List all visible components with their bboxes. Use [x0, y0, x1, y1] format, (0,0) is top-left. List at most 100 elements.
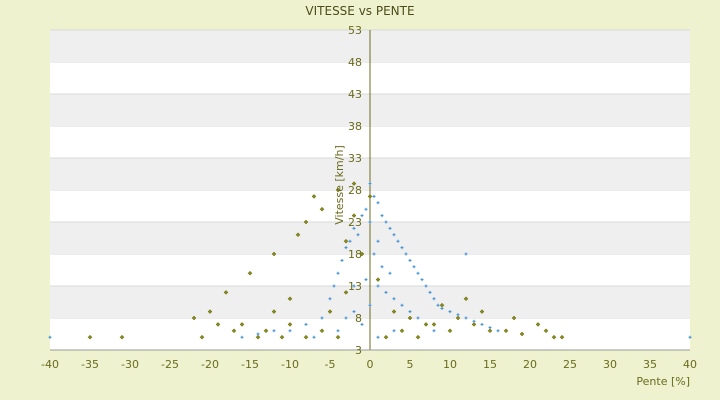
x-tick-label: -35 — [81, 358, 99, 371]
data-point — [423, 322, 429, 327]
data-point — [428, 290, 432, 294]
data-point — [380, 265, 384, 269]
data-point — [376, 201, 380, 205]
data-point — [343, 238, 349, 244]
data-point — [376, 335, 380, 339]
y-tick-label: 38 — [348, 120, 362, 133]
data-point — [319, 328, 325, 334]
data-point — [367, 194, 373, 199]
data-point — [311, 194, 317, 199]
x-tick-label: 40 — [683, 358, 697, 371]
data-point — [424, 284, 428, 288]
data-point — [340, 258, 344, 262]
y-tick-label: 13 — [348, 280, 362, 293]
data-point — [368, 182, 372, 186]
data-point — [400, 303, 404, 307]
data-point — [447, 328, 453, 334]
x-tick-label: -20 — [201, 358, 219, 371]
data-point — [463, 296, 469, 302]
data-point — [416, 271, 420, 275]
y-tick-label: 8 — [355, 312, 362, 325]
data-point — [480, 322, 484, 326]
data-point — [391, 309, 397, 314]
x-tick-label: 35 — [643, 358, 657, 371]
data-point — [295, 232, 301, 238]
data-point — [376, 239, 380, 243]
data-point — [332, 284, 336, 288]
data-point — [392, 233, 396, 237]
x-axis-label: Pente [%] — [636, 375, 690, 388]
data-point — [303, 219, 309, 225]
data-point — [392, 297, 396, 301]
data-point — [416, 316, 420, 320]
data-point — [396, 239, 400, 243]
data-point — [279, 334, 285, 340]
data-point — [375, 277, 381, 282]
data-point — [191, 315, 197, 321]
data-point — [87, 334, 93, 340]
data-point — [343, 290, 349, 295]
data-point — [380, 214, 384, 218]
data-point — [271, 309, 277, 314]
data-point — [320, 316, 324, 320]
x-tick-label: 5 — [407, 358, 414, 371]
data-point — [335, 334, 341, 340]
data-points — [48, 181, 692, 340]
y-tick-label: 3 — [355, 344, 362, 357]
data-point — [415, 334, 421, 340]
data-point — [372, 194, 376, 198]
data-point — [519, 331, 525, 337]
data-point — [215, 322, 221, 327]
x-tick-label: -25 — [161, 358, 179, 371]
x-tick-label: -40 — [41, 358, 59, 371]
data-point — [496, 329, 500, 333]
data-point — [383, 334, 389, 340]
data-point — [400, 246, 404, 250]
data-point — [455, 315, 461, 321]
data-point — [335, 187, 341, 193]
data-point — [471, 322, 477, 327]
data-point — [688, 335, 692, 339]
chart-title: VITESSE vs PENTE — [305, 4, 414, 18]
data-point — [119, 334, 125, 340]
data-point — [551, 334, 557, 340]
data-point — [223, 290, 229, 295]
data-point — [439, 302, 445, 308]
data-point — [388, 226, 392, 230]
y-tick-label: 53 — [348, 24, 362, 37]
data-point — [352, 284, 356, 288]
y-tick-label: 23 — [348, 216, 362, 229]
x-tick-label: 0 — [367, 358, 374, 371]
data-point — [431, 322, 437, 327]
data-point — [412, 265, 416, 269]
data-point — [487, 328, 493, 334]
x-tick-label: -5 — [325, 358, 336, 371]
data-point — [388, 271, 392, 275]
y-tick-label: 28 — [348, 184, 362, 197]
data-point — [287, 322, 293, 327]
data-point — [319, 206, 325, 212]
data-point — [288, 329, 292, 333]
data-point — [199, 334, 205, 340]
data-point — [312, 335, 316, 339]
data-point — [511, 315, 517, 321]
data-point — [364, 278, 368, 282]
data-point — [356, 233, 360, 237]
data-point — [48, 335, 52, 339]
data-point — [360, 322, 364, 326]
data-point — [348, 239, 352, 243]
data-point — [543, 328, 549, 334]
data-point — [408, 258, 412, 262]
data-point — [368, 220, 372, 224]
data-point — [255, 334, 261, 340]
data-point — [231, 328, 237, 334]
data-point — [559, 334, 565, 340]
x-tick-label: 25 — [563, 358, 577, 371]
data-point — [408, 310, 412, 314]
data-point — [392, 329, 396, 333]
data-point — [368, 303, 372, 307]
data-point — [364, 207, 368, 211]
data-point — [399, 328, 405, 334]
